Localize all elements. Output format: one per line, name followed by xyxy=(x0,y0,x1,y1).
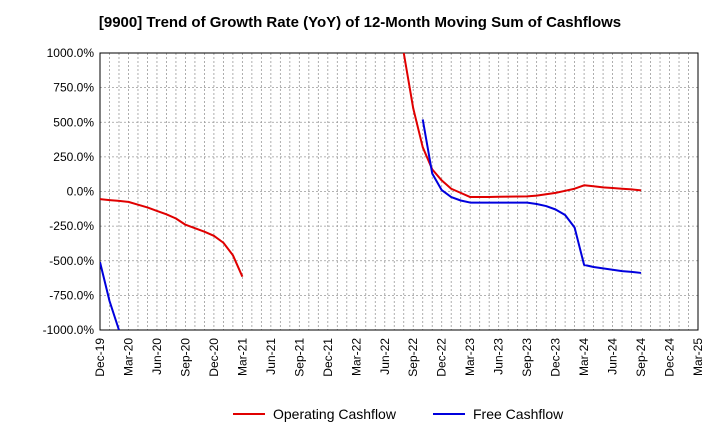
x-tick-label: Mar-22 xyxy=(349,338,363,376)
y-tick-label: 0.0% xyxy=(67,185,95,199)
x-tick-label: Sep-23 xyxy=(520,338,534,377)
y-tick-label: -750.0% xyxy=(49,288,94,302)
series-line-free-cashflow xyxy=(100,261,120,330)
plot-area xyxy=(100,53,698,330)
y-tick-label: 750.0% xyxy=(53,81,94,95)
x-tick-label: Jun-20 xyxy=(150,338,164,375)
grid-layer xyxy=(100,53,698,330)
y-tick-label: 500.0% xyxy=(53,115,94,129)
x-tick-label: Jun-24 xyxy=(606,338,620,375)
series-layer xyxy=(100,53,642,330)
x-tick-label: Dec-24 xyxy=(663,338,677,377)
x-tick-label: Sep-20 xyxy=(178,338,192,377)
x-tick-label: Sep-21 xyxy=(292,338,306,377)
x-tick-label: Jun-22 xyxy=(378,338,392,375)
x-tick-label: Jun-21 xyxy=(264,338,278,375)
x-tick-label: Mar-25 xyxy=(691,338,705,376)
x-tick-label: Sep-24 xyxy=(634,338,648,377)
plot-border xyxy=(99,52,699,331)
x-tick-label: Mar-23 xyxy=(463,338,477,376)
x-tick-label: Dec-20 xyxy=(207,338,221,377)
legend-label-operating-cashflow: Operating Cashflow xyxy=(273,406,397,422)
series-line-operating-cashflow xyxy=(100,198,244,278)
x-tick-label: Dec-21 xyxy=(321,338,335,377)
y-tick-label: 250.0% xyxy=(53,150,94,164)
axis-layer: 1000.0% 750.0% 500.0% 250.0% 0.0% -250.0% -500… xyxy=(43,46,705,377)
series-line-operating-cashflow xyxy=(402,53,642,199)
x-tick-label: Jun-23 xyxy=(492,338,506,375)
x-tick-label: Dec-23 xyxy=(549,338,563,377)
y-tick-label: 1000.0% xyxy=(47,46,95,60)
series-line-free-cashflow xyxy=(421,119,642,274)
y-tick-label: -1000.0% xyxy=(43,323,95,337)
legend: Operating Cashflow Free Cashflow xyxy=(233,406,564,422)
x-tick-label: Dec-19 xyxy=(93,338,107,377)
legend-label-free-cashflow: Free Cashflow xyxy=(473,406,564,422)
x-tick-label: Mar-20 xyxy=(121,338,135,376)
y-tick-label: -500.0% xyxy=(49,254,94,268)
x-tick-label: Mar-21 xyxy=(235,338,249,376)
chart-title: [9900] Trend of Growth Rate (YoY) of 12-… xyxy=(98,14,622,31)
x-tick-label: Sep-22 xyxy=(406,338,420,377)
x-tick-label: Mar-24 xyxy=(577,338,591,376)
x-tick-label: Dec-22 xyxy=(435,338,449,377)
y-tick-label: -250.0% xyxy=(49,219,94,233)
